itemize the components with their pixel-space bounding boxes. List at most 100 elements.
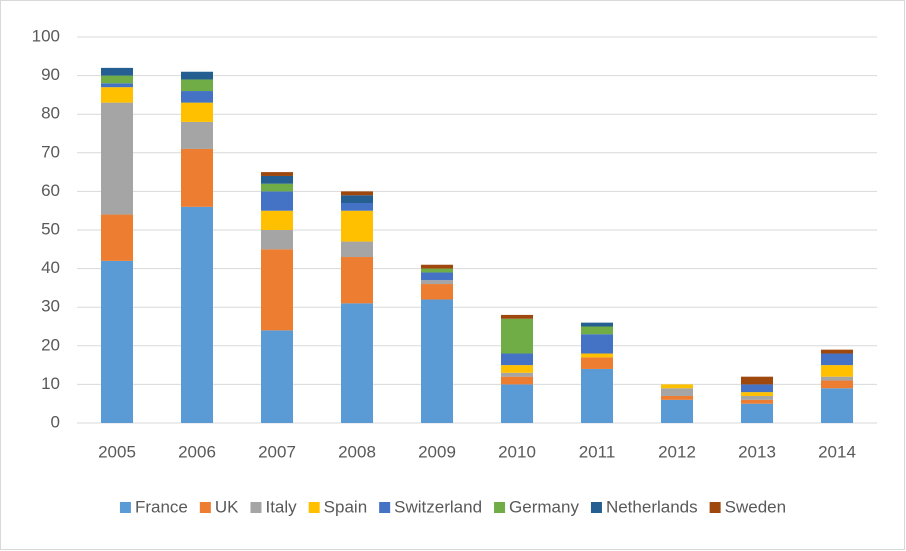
legend-label: UK xyxy=(215,497,239,516)
bar-segment xyxy=(821,353,853,366)
legend-label: France xyxy=(135,497,188,516)
x-tick-label: 2005 xyxy=(98,442,136,461)
legend-swatch xyxy=(119,502,131,513)
bar-segment xyxy=(181,91,213,103)
bar-segment xyxy=(581,322,613,327)
bar-segment xyxy=(821,380,853,389)
y-tick-label: 100 xyxy=(32,26,60,45)
bar-segment xyxy=(341,257,373,304)
legend-label: Germany xyxy=(509,497,579,516)
bar-segment xyxy=(581,357,613,369)
legend-swatch xyxy=(308,502,320,513)
x-tick-label: 2008 xyxy=(338,442,376,461)
y-tick-label: 80 xyxy=(41,104,60,123)
bar-segment xyxy=(101,67,133,76)
legend-swatch xyxy=(590,502,602,513)
x-tick-label: 2014 xyxy=(818,442,856,461)
bar-segment xyxy=(741,392,773,396)
y-tick-label: 90 xyxy=(41,65,60,84)
bar-segment xyxy=(741,399,773,404)
bar-segment xyxy=(421,299,453,423)
y-tick-label: 30 xyxy=(41,297,60,316)
bar-segment xyxy=(581,334,613,354)
bar-segment xyxy=(501,318,533,354)
legend-label: Italy xyxy=(265,497,297,516)
bar-segment xyxy=(341,191,373,196)
bar-segment xyxy=(501,372,533,377)
bar-segment xyxy=(821,388,853,423)
bar-segment xyxy=(661,384,693,389)
bar-segment xyxy=(501,365,533,373)
bar-segment xyxy=(501,376,533,385)
bar-segment xyxy=(101,214,133,261)
x-tick-label: 2010 xyxy=(498,442,536,461)
bar-segment xyxy=(821,349,853,354)
bar-segment xyxy=(261,249,293,331)
bar-segment xyxy=(261,191,293,211)
bar-segment xyxy=(501,353,533,366)
bar-segment xyxy=(661,388,693,396)
bar-segment xyxy=(821,376,853,381)
bar-segment xyxy=(341,210,373,242)
y-tick-label: 10 xyxy=(41,374,60,393)
bar-segment xyxy=(261,172,293,176)
bar-segment xyxy=(181,206,213,423)
x-tick-label: 2009 xyxy=(418,442,456,461)
bar-segment xyxy=(181,102,213,122)
bar-segment xyxy=(261,175,293,184)
bar-segment xyxy=(341,202,373,211)
legend-label: Sweden xyxy=(725,497,786,516)
legend-label: Spain xyxy=(324,497,367,516)
bar-segment xyxy=(341,195,373,203)
bar-segment xyxy=(421,272,453,281)
bar-segment xyxy=(341,241,373,258)
bar-segment xyxy=(101,87,133,103)
legend-swatch xyxy=(199,502,211,513)
bar-segment xyxy=(181,148,213,207)
legend-swatch xyxy=(709,502,721,513)
bar-segment xyxy=(261,330,293,423)
y-tick-label: 50 xyxy=(41,219,60,238)
bar-segment xyxy=(581,368,613,423)
x-tick-label: 2011 xyxy=(579,442,616,461)
bar-segment xyxy=(581,326,613,335)
legend-swatch xyxy=(379,502,391,513)
legend-swatch xyxy=(250,502,262,513)
bar-segment xyxy=(581,353,613,358)
bar-segment xyxy=(421,268,453,273)
y-tick-label: 60 xyxy=(41,181,60,200)
x-tick-label: 2007 xyxy=(258,442,296,461)
bar-segment xyxy=(261,230,293,250)
x-tick-label: 2013 xyxy=(738,442,776,461)
bar-segment xyxy=(501,314,533,319)
y-tick-label: 70 xyxy=(41,142,60,161)
y-tick-label: 0 xyxy=(51,412,60,431)
bar-segment xyxy=(821,365,853,377)
bar-segment xyxy=(741,384,773,393)
legend-label: Switzerland xyxy=(394,497,482,516)
bar-segment xyxy=(661,399,693,423)
bar-segment xyxy=(741,395,773,400)
bar-segment xyxy=(261,210,293,230)
x-tick-label: 2012 xyxy=(658,442,696,461)
bar-segment xyxy=(101,260,133,423)
bar-segment xyxy=(261,183,293,192)
bar-segment xyxy=(741,403,773,423)
bar-segment xyxy=(421,280,453,285)
bar-segment xyxy=(501,384,533,423)
bar-segment xyxy=(421,284,453,300)
x-tick-label: 2006 xyxy=(178,442,216,461)
legend: France UK Italy Spain Switzerland Germany Neth… xyxy=(119,497,786,516)
bar-segment xyxy=(101,75,133,84)
bar-segment xyxy=(741,376,773,385)
legend-label: Netherlands xyxy=(606,497,698,516)
bar-segment xyxy=(181,71,213,80)
legend-swatch xyxy=(494,502,506,513)
bar-segment xyxy=(101,83,133,88)
bar-segment xyxy=(101,102,133,215)
bar-segment xyxy=(181,121,213,149)
y-tick-label: 40 xyxy=(41,258,60,277)
y-tick-label: 20 xyxy=(41,335,60,354)
bar-segment xyxy=(421,264,453,269)
